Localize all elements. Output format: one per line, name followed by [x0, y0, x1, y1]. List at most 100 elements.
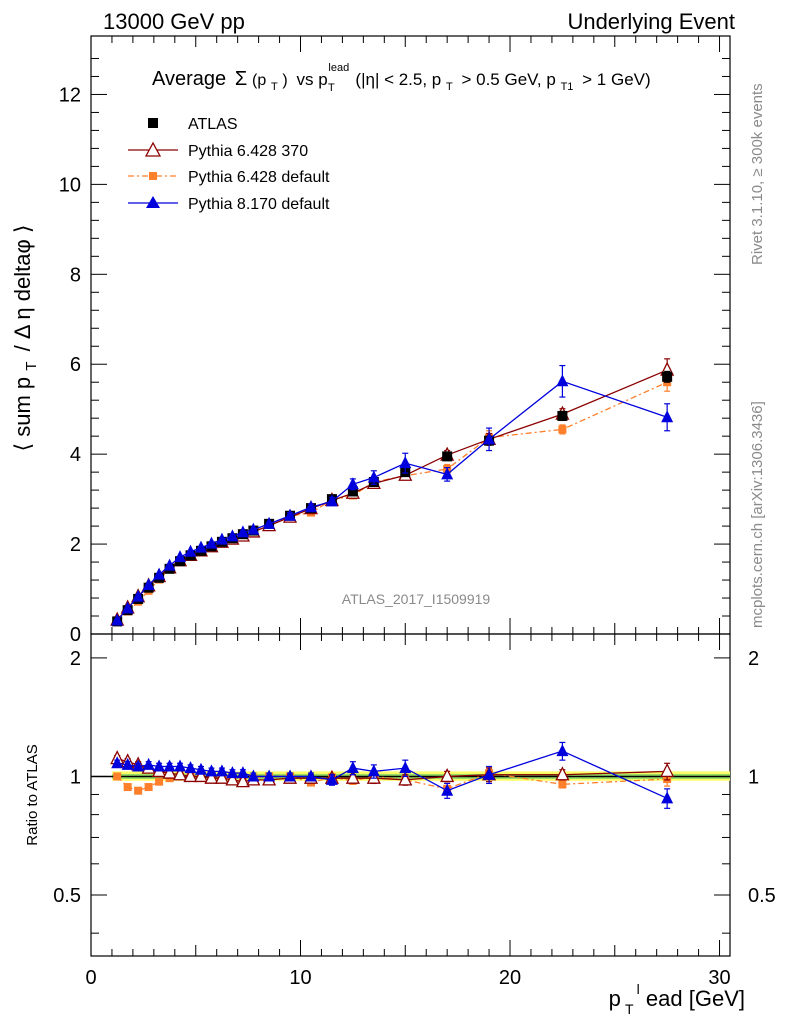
ratio-point-pythia-8-170-default [163, 759, 176, 772]
ratio-point-pythia-8-170-default [325, 772, 338, 785]
main-series-pythia-6-428-default [113, 372, 672, 626]
ratio-series-pythia-8-170-default [111, 741, 674, 809]
legend-label-py8-default: Pythia 8.170 default [188, 196, 330, 213]
ratio-point-pythia-8-170-default [556, 744, 569, 757]
ratio-point-pythia-8-170-default [194, 762, 207, 775]
analysis-tag: ATLAS_2017_I1509919 [342, 591, 491, 607]
ratio-point-pythia-6-428-370 [345, 769, 360, 784]
main-y-tick-label: 8 [70, 264, 81, 286]
legend-marker-atlas [148, 118, 158, 128]
main-line-pythia-6-428-default [116, 381, 668, 622]
main-point-pythia-8-170-default [215, 532, 228, 545]
ratio-point-pythia-6-428-default [123, 783, 132, 792]
main-point-pythia-8-170-default [284, 508, 297, 521]
main-point-atlas [442, 451, 453, 462]
header-right: Underlying Event [567, 9, 735, 34]
main-point-pythia-8-170-default [556, 374, 569, 387]
axis-ticks [90, 36, 730, 956]
legend-label-py6-370: Pythia 6.428 370 [188, 143, 308, 160]
main-y-tick-label: 12 [59, 84, 81, 106]
main-point-pythia-8-170-default [226, 529, 239, 542]
ratio-y-tick-label-left: 2 [70, 648, 81, 670]
x-tick-label: 30 [708, 967, 730, 989]
ratio-series [110, 741, 675, 809]
ratio-point-pythia-8-170-default [247, 769, 260, 782]
main-point-pythia-8-170-default [121, 601, 134, 614]
ratio-point-pythia-8-170-default [304, 769, 317, 782]
main-point-pythia-8-170-default [111, 613, 124, 626]
ratio-point-pythia-8-170-default [184, 761, 197, 774]
main-line-pythia-6-428-370 [116, 369, 668, 621]
ratio-point-pythia-6-428-370 [235, 773, 250, 788]
ratio-point-pythia-8-170-default [263, 769, 276, 782]
main-series-pythia-8-170-default [111, 364, 674, 626]
ratio-point-pythia-6-428-370 [183, 767, 198, 783]
ratio-point-pythia-8-170-default [483, 767, 496, 780]
main-series-atlas [112, 370, 673, 627]
ratio-point-pythia-6-428-370 [162, 764, 177, 779]
main-point-pythia-8-170-default [325, 494, 338, 507]
main-point-pythia-8-170-default [184, 544, 197, 557]
ratio-point-pythia-8-170-default [111, 756, 124, 769]
ratio-y-axis-label: Ratio to ATLAS [24, 744, 41, 845]
rivet-version-label: Rivet 3.1.10, ≥ 300k events [749, 83, 766, 265]
ratio-panel-frame [90, 633, 731, 957]
legend-label-py6-default: Pythia 6.428 default [188, 169, 330, 186]
ratio-point-pythia-6-428-370 [172, 766, 188, 781]
main-point-pythia-8-170-default [346, 477, 359, 490]
ratio-point-pythia-8-170-default [174, 759, 187, 772]
main-point-pythia-8-170-default [205, 536, 218, 549]
legend-marker-py6-370 [144, 141, 162, 157]
main-point-pythia-8-170-default [441, 467, 454, 480]
ratio-point-pythia-6-428-default [113, 772, 122, 781]
main-point-pythia-8-170-default [304, 500, 317, 513]
ratio-point-pythia-6-428-370 [204, 769, 219, 784]
main-point-pythia-8-170-default [483, 432, 496, 445]
main-y-axis-label: ⟨ sum p T / Δ η deltaφ ⟩ [10, 225, 41, 452]
main-point-pythia-8-170-default [661, 410, 674, 423]
ratio-point-pythia-6-428-default [144, 783, 153, 792]
main-series [110, 358, 675, 627]
main-point-pythia-8-170-default [132, 589, 145, 602]
ratio-point-pythia-8-170-default [215, 764, 228, 777]
ratio-point-pythia-8-170-default [399, 761, 412, 774]
ratio-y-tick-label-right: 1 [748, 766, 759, 788]
ratio-point-pythia-6-428-370 [193, 767, 209, 783]
ratio-y-tick-label-right: 2 [748, 648, 759, 670]
ratio-point-pythia-8-170-default [367, 764, 380, 777]
main-point-pythia-8-170-default [367, 470, 380, 483]
ratio-y-tick-label-left: 1 [70, 766, 81, 788]
main-y-tick-label: 6 [70, 354, 81, 376]
ratio-point-pythia-8-170-default [121, 757, 134, 770]
main-point-pythia-8-170-default [263, 516, 276, 529]
main-y-tick-label: 4 [70, 444, 81, 466]
main-series-pythia-6-428-370 [110, 358, 675, 626]
main-point-pythia-8-170-default [236, 525, 249, 538]
legend-marker-py6-default [149, 172, 157, 180]
plot-title: Average Σ (p T ) vs p lead T (|η| < 2.5,… [152, 56, 651, 95]
main-point-pythia-8-170-default [142, 577, 155, 590]
ratio-point-pythia-8-170-default [346, 761, 359, 774]
main-point-pythia-8-170-default [194, 540, 207, 553]
legend: ATLAS Pythia 6.428 370 Pythia 6.428 defa… [128, 116, 330, 213]
ratio-point-pythia-6-428-default [558, 780, 567, 789]
main-point-atlas [557, 410, 568, 421]
ratio-point-pythia-8-170-default [132, 759, 145, 772]
ratio-point-pythia-8-170-default [153, 759, 166, 772]
main-point-pythia-8-170-default [153, 567, 166, 580]
ratio-point-pythia-6-428-370 [225, 771, 240, 786]
main-point-pythia-8-170-default [247, 522, 260, 535]
x-tick-label: 10 [289, 967, 311, 989]
x-tick-label: 0 [85, 967, 96, 989]
main-point-pythia-6-428-default [558, 425, 567, 434]
mcplots-label: mcplots.cern.ch [arXiv:1306.3436] [749, 401, 766, 628]
ratio-point-pythia-8-170-default [205, 764, 218, 777]
legend-label-atlas: ATLAS [188, 116, 238, 133]
ratio-point-pythia-6-428-default [155, 777, 164, 786]
ratio-point-pythia-8-170-default [236, 766, 249, 779]
ratio-y-tick-label-left: 0.5 [53, 885, 81, 907]
main-point-pythia-8-170-default [174, 550, 187, 563]
ratio-point-pythia-6-428-370 [660, 762, 675, 778]
ratio-point-pythia-8-170-default [226, 766, 239, 779]
